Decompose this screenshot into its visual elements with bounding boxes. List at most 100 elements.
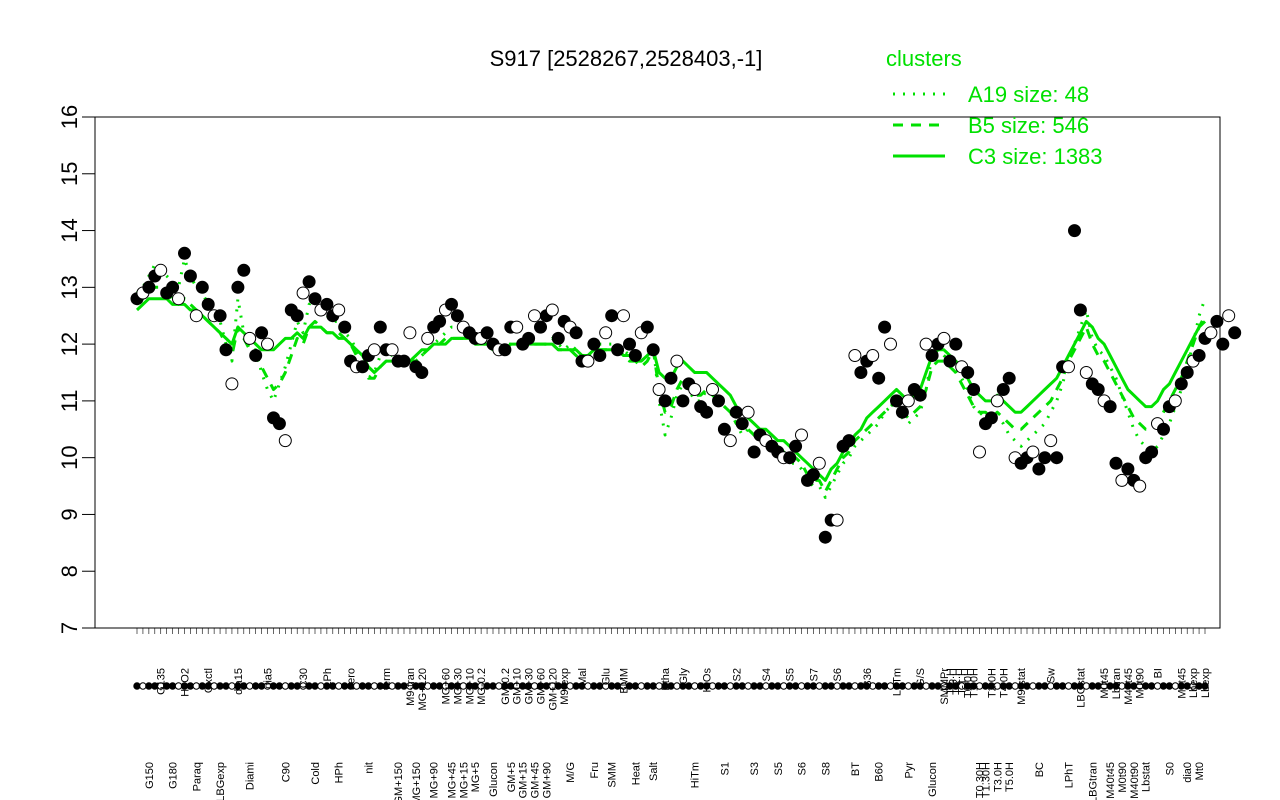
chart-title: S917 [2528267,2528403,-1]	[490, 46, 763, 71]
x-tick-label: M0t90	[1135, 668, 1147, 699]
data-point	[664, 371, 678, 385]
x-tick-label: HiOs	[702, 668, 714, 693]
data-point	[806, 468, 820, 482]
data-point	[670, 354, 684, 368]
x-tick-label: G180	[168, 762, 180, 789]
x-tick-label: Salt	[648, 762, 660, 781]
x-tick-label: T-5.H	[945, 668, 957, 695]
x-tick-label: nit	[363, 762, 375, 774]
x-tick-label: M40t90	[1129, 762, 1141, 799]
x-tick-label: T1.30H	[980, 762, 992, 798]
x-tick-label: Glu	[601, 668, 613, 685]
y-tick-label: 15	[57, 162, 82, 186]
x-tick-label: BI	[1153, 668, 1165, 678]
data-point	[1044, 434, 1058, 448]
x-tick-label: T4.0H	[998, 668, 1010, 698]
data-point	[1068, 224, 1081, 238]
data-point	[178, 246, 191, 260]
data-point	[949, 337, 963, 351]
x-tick-label: Diami	[245, 762, 257, 790]
data-point	[937, 331, 951, 345]
data-point	[1073, 303, 1087, 317]
x-tick-label: Lbtran	[1111, 668, 1123, 699]
x-tick-label: Oxctl	[203, 668, 215, 693]
x-tick-label: GM+150	[393, 762, 405, 800]
data-point	[617, 309, 630, 323]
x-tick-label: LoTm	[891, 668, 903, 696]
data-point	[990, 394, 1004, 408]
data-point	[961, 366, 975, 379]
data-point	[1222, 309, 1236, 323]
x-tick-label: B36	[862, 668, 874, 688]
data-point	[623, 337, 636, 351]
x-tick-label: GM+120	[547, 668, 559, 711]
data-point	[605, 309, 619, 323]
data-point	[884, 337, 897, 351]
x-tick-label: GM+5	[506, 762, 518, 792]
x-tick-label: BT	[850, 762, 862, 776]
x-tick-label: HPh	[334, 762, 346, 783]
data-point	[522, 331, 536, 345]
x-tick-label: HiTm	[690, 762, 702, 788]
x-tick-label: MG+15	[458, 762, 470, 798]
data-point	[1228, 326, 1242, 340]
data-point	[1115, 473, 1129, 487]
data-point	[255, 326, 269, 340]
data-point	[450, 309, 464, 323]
data-point	[1157, 422, 1170, 436]
x-tick-label: ferm	[381, 668, 393, 690]
data-point	[599, 326, 613, 340]
data-point	[272, 417, 286, 431]
data-point	[901, 394, 915, 408]
x-tick-label: M0t45	[1176, 668, 1188, 699]
x-tick-label: MG+10	[464, 668, 476, 704]
legend-label-c3: C3 size: 1383	[968, 144, 1103, 169]
data-point	[296, 286, 310, 300]
data-point	[545, 303, 559, 317]
x-tick-label: S5	[773, 762, 785, 775]
x-tick-label: T0.0H	[963, 668, 975, 698]
x-tick-label: T0.30H	[975, 762, 987, 798]
data-point	[249, 349, 263, 362]
data-point	[356, 360, 369, 374]
data-point	[812, 456, 826, 470]
data-point	[706, 383, 719, 396]
y-tick-label: 16	[57, 105, 82, 129]
x-tick-label: dia15	[233, 668, 245, 695]
x-tick-label: S7	[808, 668, 820, 681]
data-point	[1103, 400, 1117, 414]
data-point	[445, 297, 458, 311]
x-tick-label: M/G	[565, 762, 577, 783]
data-point	[1121, 462, 1135, 476]
x-tick-label: MG+120	[417, 668, 429, 711]
data-point	[415, 366, 429, 379]
data-point	[237, 263, 251, 277]
x-tick-label: M9-exp	[559, 668, 571, 705]
data-point	[225, 377, 239, 391]
data-point	[842, 434, 856, 448]
data-point	[688, 383, 702, 396]
y-tick-label: 12	[57, 332, 82, 356]
data-point	[1079, 366, 1093, 379]
x-tick-label: GM-0.2	[500, 668, 512, 705]
data-point	[818, 530, 832, 544]
data-point	[302, 275, 316, 289]
data-point	[290, 309, 304, 323]
data-point	[729, 405, 743, 419]
x-tick-label: M0t45	[1099, 668, 1111, 699]
x-tick-label: S1	[719, 762, 731, 775]
x-tick-label: Paraq	[191, 762, 203, 791]
data-point	[1174, 377, 1188, 391]
data-point	[1192, 349, 1206, 362]
x-tick-label: B60	[874, 762, 886, 782]
x-tick-label: Glucon	[927, 762, 939, 797]
data-point	[1032, 462, 1046, 476]
data-point	[1210, 314, 1224, 328]
data-point	[913, 388, 927, 402]
data-point	[528, 309, 541, 323]
data-point	[747, 445, 761, 459]
x-rug-marker	[1201, 682, 1209, 690]
data-point	[646, 343, 660, 357]
data-point	[652, 383, 666, 396]
x-tick-label: LBGstat	[1075, 668, 1087, 708]
